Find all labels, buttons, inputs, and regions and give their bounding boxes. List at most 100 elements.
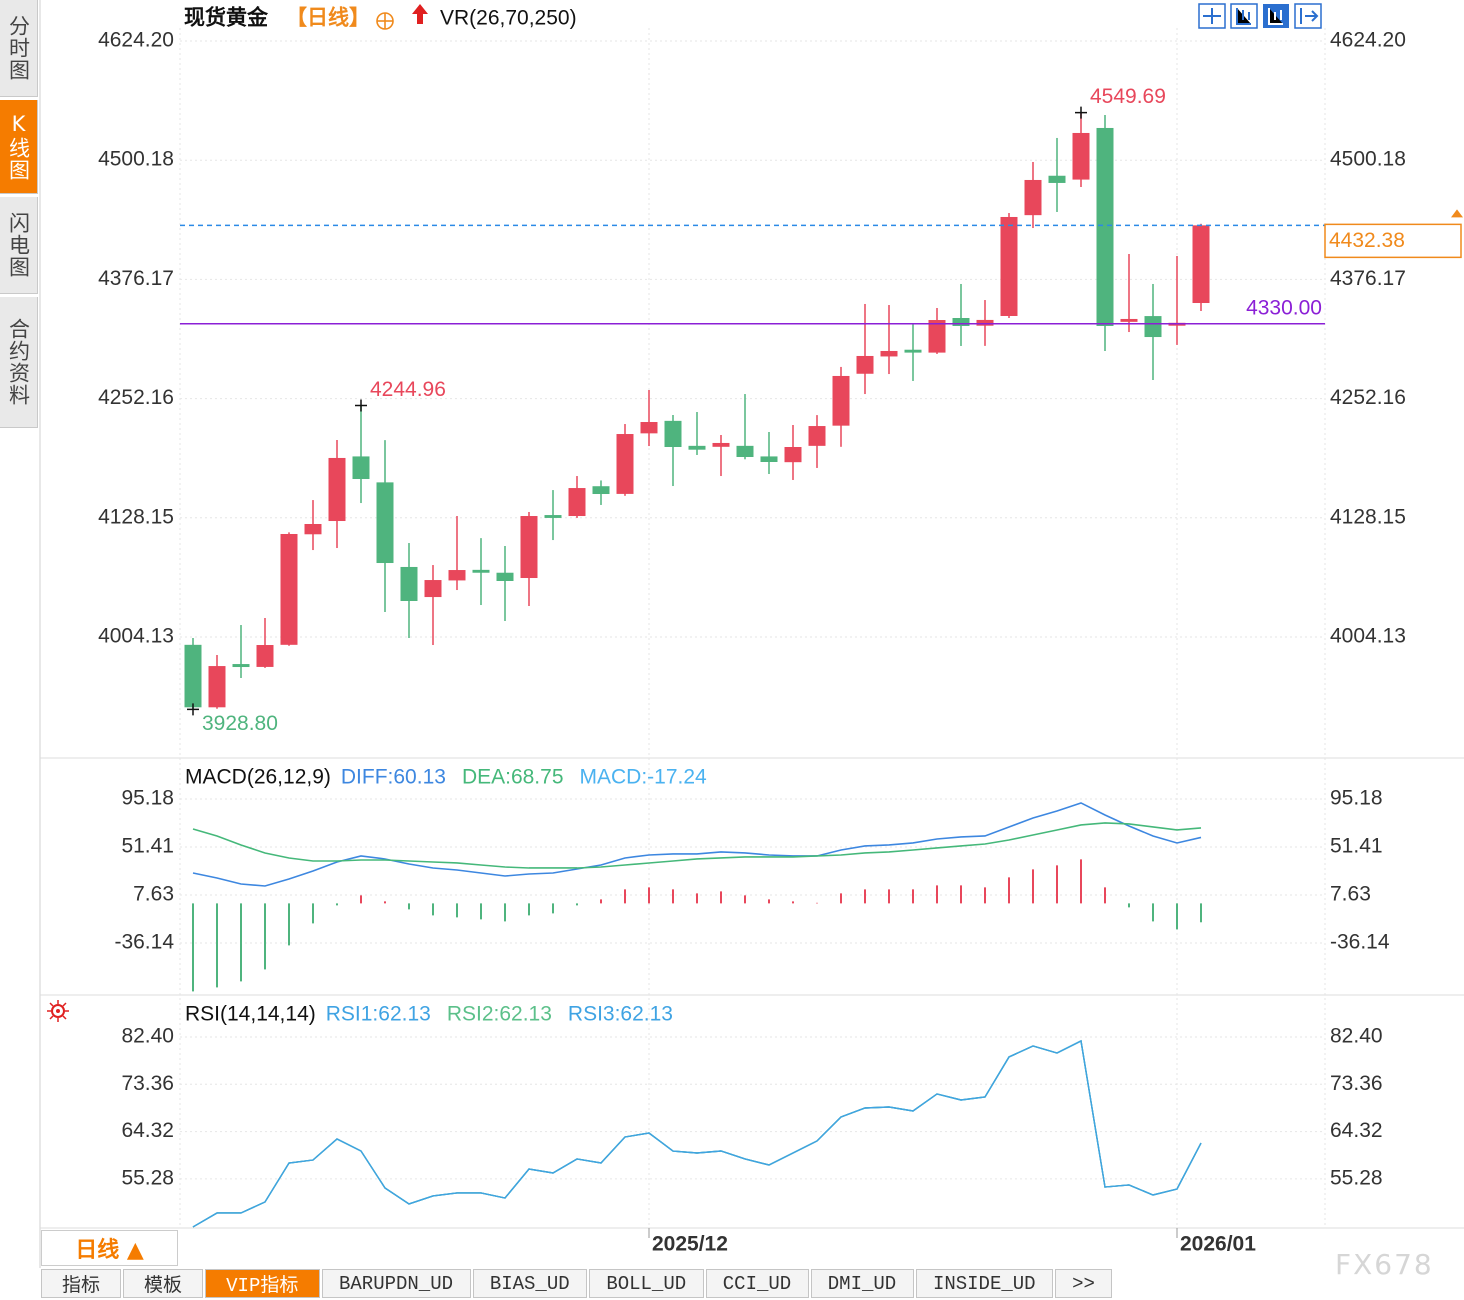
add-icon[interactable] [376, 12, 394, 30]
candle-body [928, 320, 946, 353]
indicator-tab[interactable]: BOLL_UD [589, 1269, 704, 1298]
y-tick-label: 4500.18 [98, 148, 174, 171]
side-tab[interactable]: 闪电图 [0, 197, 38, 294]
candle-body [352, 456, 370, 480]
legend-item: RSI2:62.13 [447, 1003, 552, 1026]
candle-body [616, 434, 634, 494]
candle-body [1120, 318, 1138, 322]
legend-item: RSI1:62.13 [326, 1003, 431, 1026]
candle-body [1072, 132, 1090, 180]
candle-body [1048, 175, 1066, 183]
settings-icon[interactable] [47, 1000, 69, 1022]
period: 【日线】 [286, 6, 370, 30]
candle-body [1000, 216, 1018, 316]
extreme-label: 4549.69 [1090, 85, 1166, 108]
candle-body [232, 664, 250, 668]
indicator-tab[interactable]: DMI_UD [810, 1269, 914, 1298]
y-tick-label-right: 7.63 [1330, 883, 1371, 906]
candle-body [568, 488, 586, 517]
extreme-label: 3928.80 [202, 712, 278, 735]
candle-body [256, 645, 274, 667]
candle-body [664, 420, 682, 448]
indicator-line [192, 1039, 1202, 1228]
y-tick-label: 55.28 [121, 1166, 174, 1189]
y-tick-label: 7.63 [133, 883, 174, 906]
indicator-tab[interactable]: INSIDE_UD [915, 1269, 1053, 1298]
candle-body [1096, 127, 1114, 326]
y-tick-label-right: 82.40 [1330, 1025, 1383, 1048]
legend-item: DIFF:60.13 [341, 766, 446, 789]
y-tick-label: 4624.20 [98, 29, 174, 52]
indicator-tab[interactable]: >> [1055, 1269, 1112, 1298]
candle-body [736, 445, 754, 457]
candle-body [400, 566, 418, 601]
candle-body [208, 666, 226, 708]
candle-body [880, 350, 898, 357]
indicator-name: VR(26,70,250) [440, 7, 577, 30]
price-label: 4330.00 [1246, 296, 1322, 319]
indicator-tab[interactable]: 模板 [123, 1269, 203, 1298]
candle-body [952, 318, 970, 326]
candle-body [808, 426, 826, 446]
y-tick-label-right: 4500.18 [1330, 148, 1406, 171]
indicator-line [192, 822, 1202, 869]
y-tick-label-right: 64.32 [1330, 1119, 1383, 1142]
extreme-marker [187, 703, 199, 716]
candle-body [784, 447, 802, 463]
candle-body [856, 355, 874, 374]
candle-body [520, 516, 538, 579]
price-marker [1451, 209, 1463, 218]
indicator-title: RSI(14,14,14) [185, 1003, 316, 1026]
indicator-tab[interactable]: VIP指标 [205, 1269, 320, 1298]
candle-body [640, 422, 658, 434]
candle-body [328, 457, 346, 522]
y-tick-label: 82.40 [121, 1025, 174, 1048]
legend-item: MACD:-17.24 [580, 766, 708, 789]
candle-body [280, 533, 298, 645]
candle-body [304, 523, 322, 535]
x-tick-label: 2025/12 [652, 1233, 728, 1256]
y-tick-label-right: 4128.15 [1330, 505, 1406, 528]
indicator-tab[interactable]: CCI_UD [705, 1269, 809, 1298]
indicator-tab[interactable]: BARUPDN_UD [321, 1269, 471, 1298]
candle-body [712, 442, 730, 447]
candle-body [1024, 179, 1042, 216]
y-tick-label: 4252.16 [98, 386, 174, 409]
candle-body [592, 486, 610, 495]
y-tick-label: 4004.13 [98, 625, 174, 648]
y-tick-label-right: 51.41 [1330, 835, 1383, 858]
y-tick-label-right: 55.28 [1330, 1166, 1383, 1189]
indicator-tab[interactable]: BIAS_UD [472, 1269, 587, 1298]
y-tick-label-right: 4004.13 [1330, 625, 1406, 648]
indicator-line [192, 1039, 1202, 1228]
candle-body [904, 349, 922, 353]
y-tick-label-right: 4376.17 [1330, 267, 1406, 290]
candle-body [472, 569, 490, 573]
indicator-tab[interactable]: 指标 [41, 1269, 121, 1298]
candle-body [544, 515, 562, 518]
y-tick-label: 64.32 [121, 1119, 174, 1142]
period-button[interactable]: 日线 ▲ [41, 1230, 178, 1266]
watermark: FX678 [1335, 1248, 1434, 1281]
indicator-line [192, 802, 1202, 887]
candle-body [424, 580, 442, 598]
toolbar-icons[interactable] [1198, 3, 1322, 29]
side-tab[interactable]: 合约资料 [0, 297, 38, 428]
y-tick-label: -36.14 [114, 931, 174, 954]
x-tick-label: 2026/01 [1180, 1233, 1256, 1256]
indicator-arrow [412, 4, 428, 24]
candle-body [448, 570, 466, 581]
candle-body [688, 445, 706, 450]
y-tick-label-right: 73.36 [1330, 1072, 1383, 1095]
side-tab[interactable]: K线图 [0, 100, 38, 194]
y-tick-label-right: 4252.16 [1330, 386, 1406, 409]
candle-body [1192, 225, 1210, 304]
y-tick-label: 95.18 [121, 787, 174, 810]
extreme-label: 4244.96 [370, 378, 446, 401]
y-tick-label-right: -36.14 [1330, 931, 1390, 954]
extreme-marker [1075, 106, 1087, 119]
candle-body [976, 319, 994, 326]
candle-body [376, 482, 394, 564]
side-tab[interactable]: 分时图 [0, 0, 38, 97]
